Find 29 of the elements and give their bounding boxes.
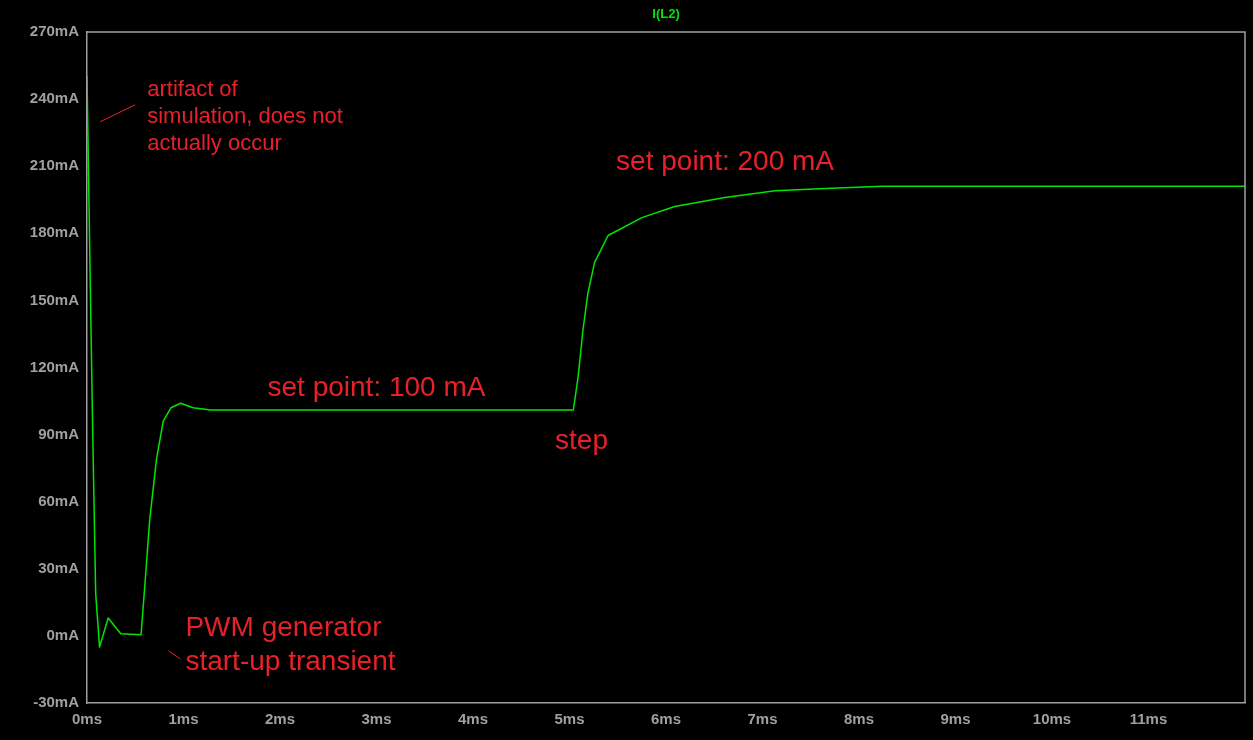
x-tick-label: 10ms (1032, 710, 1072, 728)
annotation: artifact of simulation, does not actually occur (147, 75, 343, 155)
y-tick-label: 60mA (38, 491, 80, 509)
x-tick-label: 3ms (361, 710, 392, 728)
y-tick-label: 180mA (29, 223, 80, 241)
x-tick-label: 9ms (940, 710, 971, 728)
x-tick-label: 2ms (264, 710, 296, 728)
x-tick-label: 1ms (168, 710, 199, 728)
chart-title: I(L2) (652, 5, 680, 21)
y-tick-label: 270mA (29, 22, 80, 40)
x-tick-label: 6ms (650, 710, 682, 728)
x-tick-label: 5ms (554, 710, 585, 728)
y-tick-label: 210mA (29, 156, 80, 174)
x-tick-label: 7ms (747, 710, 778, 728)
annotation: step (555, 424, 608, 455)
y-tick-label: 150mA (29, 290, 80, 308)
x-tick-label: 11ms (1129, 710, 1168, 728)
y-tick-label: 90mA (38, 424, 80, 442)
x-tick-label: 4ms (457, 710, 489, 728)
y-tick-label: 120mA (29, 357, 80, 375)
x-tick-label: 8ms (843, 710, 875, 728)
annotation: set point: 100 mA (267, 371, 486, 402)
annotation: set point: 200 mA (616, 145, 835, 177)
y-tick-label: 30mA (38, 558, 80, 576)
y-tick-label: -30mA (33, 693, 80, 711)
annotation: PWM generator start-up transient (185, 610, 396, 676)
x-tick-label: 0ms (71, 710, 103, 728)
y-tick-label: 0mA (46, 626, 80, 644)
y-tick-label: 240mA (29, 89, 80, 107)
